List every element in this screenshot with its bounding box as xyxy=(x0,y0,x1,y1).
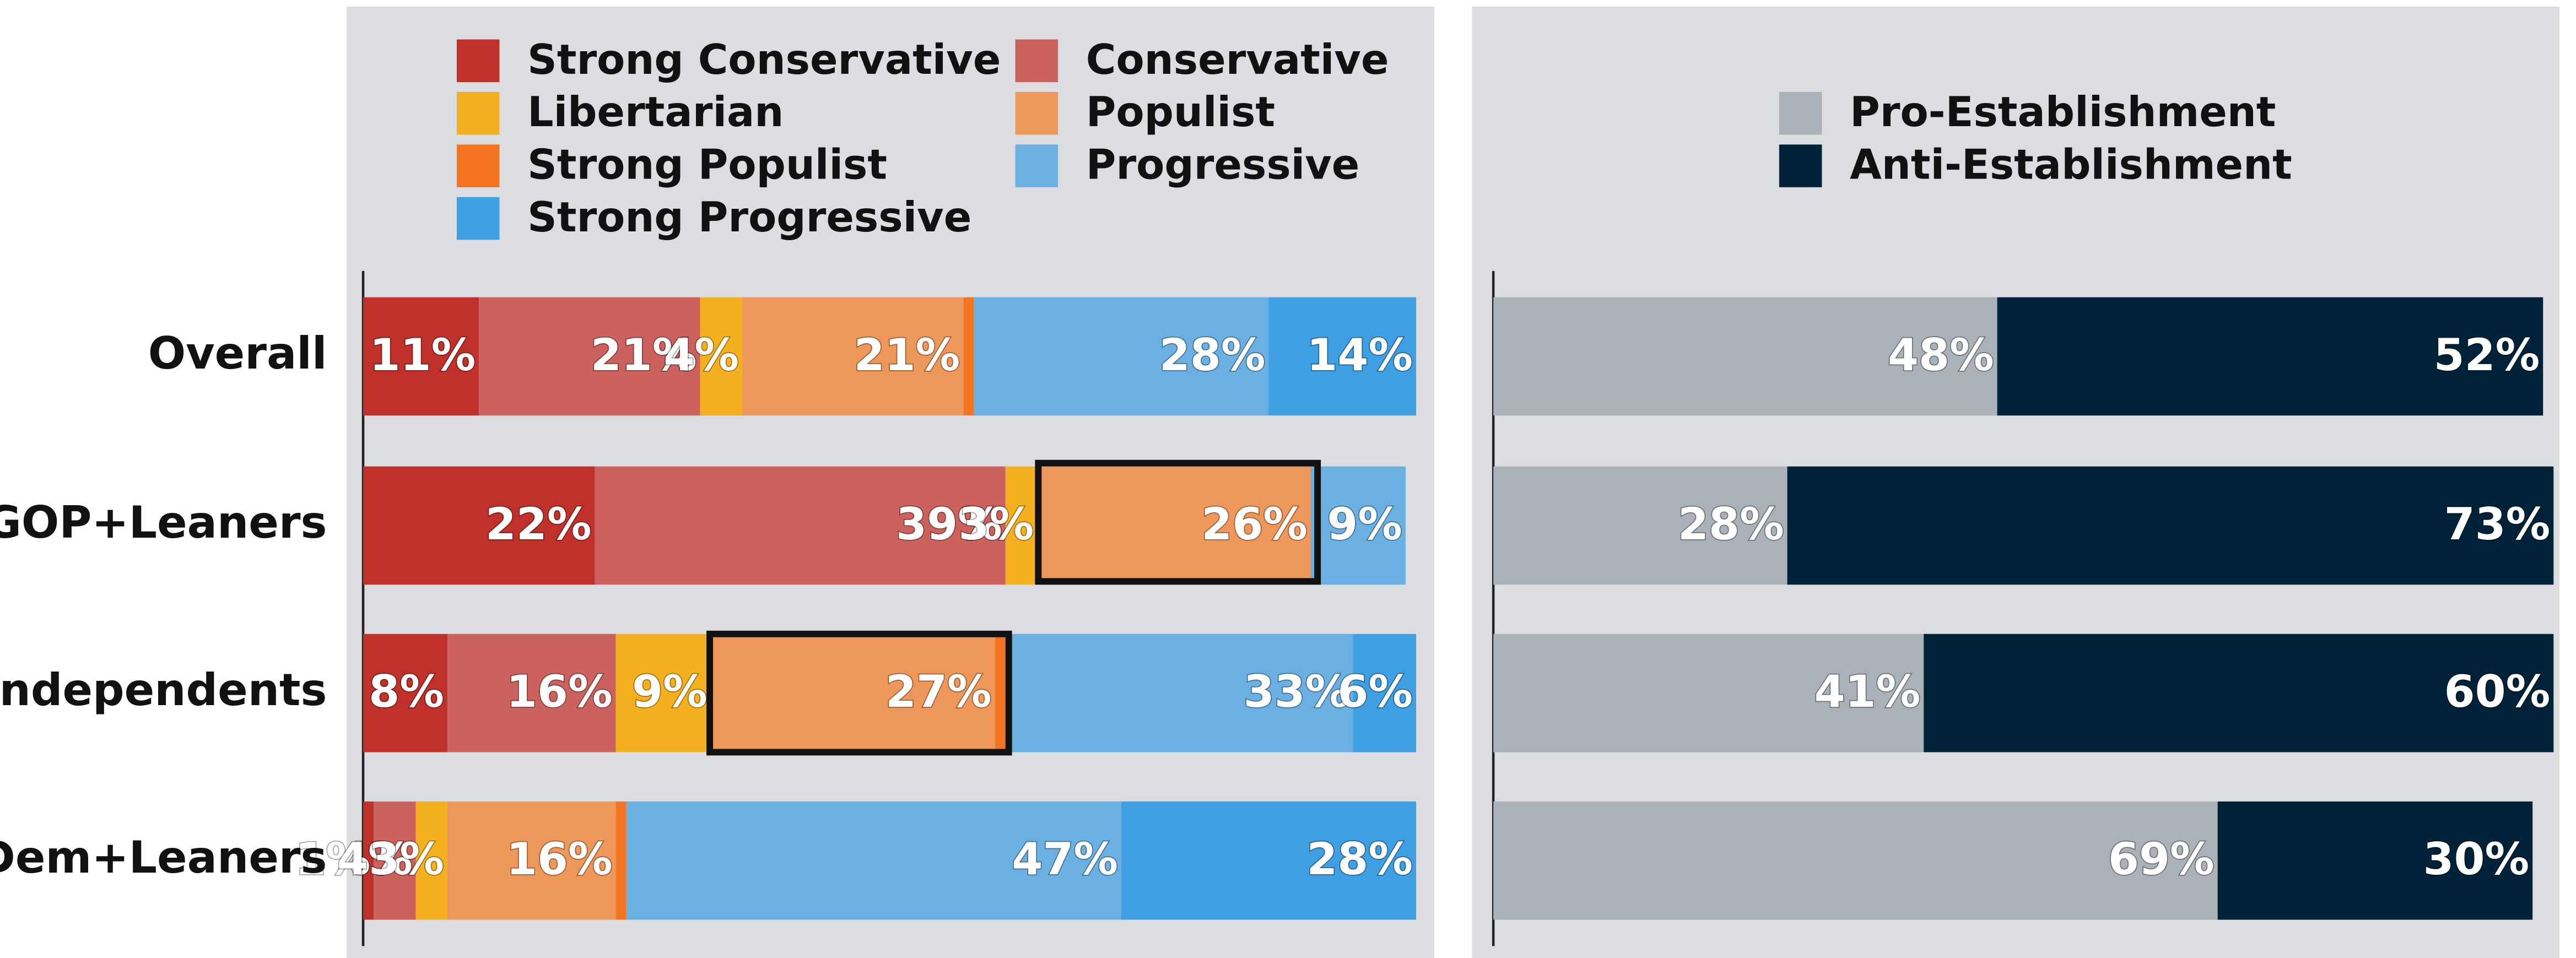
legend-swatch xyxy=(1015,91,1059,135)
data-label: 69% xyxy=(2108,833,2215,885)
legend-label: Pro-Establishment xyxy=(1850,88,2276,136)
data-label: 41% xyxy=(1814,665,1921,717)
bar-segment xyxy=(447,634,616,753)
bar-segment xyxy=(2217,801,2533,920)
highlight-box xyxy=(1035,459,1321,585)
legend-swatch xyxy=(1779,144,1822,187)
bar-segment xyxy=(1005,466,1038,585)
legend-swatch xyxy=(456,144,500,187)
legend-label: Conservative xyxy=(1086,36,1389,84)
data-label: 52% xyxy=(2434,329,2540,381)
bar-segment xyxy=(1037,466,1311,585)
bar-segment xyxy=(479,297,700,416)
bar-segment xyxy=(974,297,1269,416)
legend-label: Strong Conservative xyxy=(527,36,1001,84)
bar-segment xyxy=(363,801,374,920)
marks: 11% 21%4% 21% 28% 14%22% 39%3% 26% 9%8% 16% 9% 27%… xyxy=(294,297,2554,920)
legend-label: Strong Populist xyxy=(527,141,887,189)
data-label: 21% xyxy=(854,329,960,381)
data-label: 26% xyxy=(1201,498,1308,550)
data-label: 9% xyxy=(632,665,708,717)
data-label: 28% xyxy=(1678,498,1784,550)
legend-label: Progressive xyxy=(1086,141,1360,189)
bar-segment xyxy=(1924,634,2554,753)
legend-swatch xyxy=(1015,144,1059,187)
bar-segment xyxy=(710,634,995,753)
data-label: 9% xyxy=(1327,498,1402,550)
bar-segment xyxy=(1121,801,1417,920)
bar-segment xyxy=(1997,297,2543,416)
bar-segment xyxy=(1787,466,2554,585)
data-label: 33% xyxy=(1244,665,1350,717)
data-label: 27% xyxy=(885,665,992,717)
bar-segment xyxy=(963,297,974,416)
bar-segment xyxy=(1005,634,1353,753)
data-label: 1% xyxy=(295,833,371,885)
bar-segment xyxy=(363,297,479,416)
data-label: 16% xyxy=(506,833,613,885)
bar-segment xyxy=(1310,466,1406,585)
bar-segment xyxy=(1353,634,1417,753)
category-label: GOP+Leaners xyxy=(0,496,327,548)
data-label: 73% xyxy=(2444,498,2551,550)
legend-swatch xyxy=(1779,91,1822,135)
bar-segment xyxy=(374,801,416,920)
data-label: 30% xyxy=(2423,833,2530,885)
data-label: 28% xyxy=(1306,833,1413,885)
bar-segment xyxy=(595,466,1006,585)
data-label: 47% xyxy=(1012,833,1118,885)
bar-segment xyxy=(363,466,595,585)
category-label: Overall xyxy=(148,327,327,379)
bar-segment xyxy=(615,801,627,920)
data-label: 4% xyxy=(337,833,413,885)
bar-segment xyxy=(415,801,447,920)
data-label: 6% xyxy=(1337,665,1413,717)
data-label: 14% xyxy=(1306,329,1413,381)
legend-label: Libertarian xyxy=(527,88,784,136)
bar-segment xyxy=(700,297,742,416)
legend-label: Anti-Establishment xyxy=(1850,141,2292,189)
bar-segment xyxy=(1268,297,1417,416)
legend-swatch xyxy=(456,197,500,240)
bar-segment xyxy=(626,801,1121,920)
bar-segment xyxy=(1493,297,1997,416)
category-label: Dem+Leaners xyxy=(0,831,327,883)
bar-segment xyxy=(995,634,1006,753)
bar-segment xyxy=(1493,634,1924,753)
bar-segment xyxy=(1493,466,1787,585)
bar-segment xyxy=(742,297,964,416)
data-label: 3% xyxy=(369,833,444,885)
data-label: 21% xyxy=(591,329,697,381)
data-label: 22% xyxy=(485,498,592,550)
data-label: 39% xyxy=(896,498,1002,550)
data-label: 3% xyxy=(958,498,1034,550)
legend-swatch xyxy=(456,39,500,83)
legend-swatch xyxy=(1015,39,1059,83)
category-label: Independents xyxy=(0,664,327,716)
data-label: 48% xyxy=(1888,329,1994,381)
data-label: 11% xyxy=(370,329,476,381)
data-label: 60% xyxy=(2444,665,2551,717)
data-label: 4% xyxy=(663,329,739,381)
data-label: 8% xyxy=(369,665,444,717)
legend-label: Populist xyxy=(1086,88,1275,136)
bar-segment xyxy=(1493,801,2218,920)
legend-swatch xyxy=(456,91,500,135)
legend-label: Strong Progressive xyxy=(527,193,971,241)
data-label: 28% xyxy=(1159,329,1266,381)
bar-segment xyxy=(363,634,447,753)
data-label: 16% xyxy=(506,665,613,717)
bar-segment xyxy=(447,801,616,920)
bar-segment xyxy=(615,634,711,753)
highlight-box xyxy=(706,630,1012,756)
